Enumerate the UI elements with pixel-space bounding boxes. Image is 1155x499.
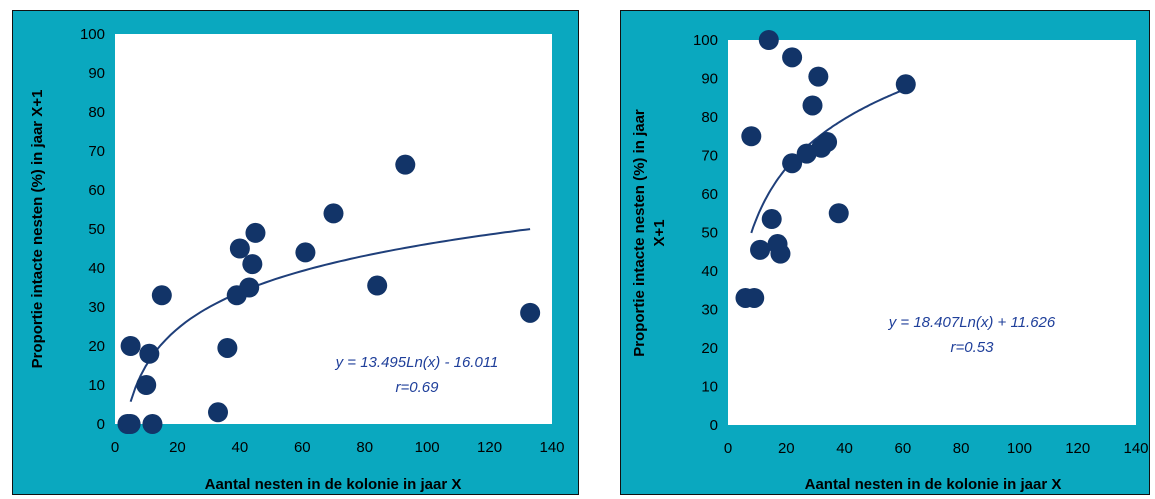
- y-tick-label: 90: [701, 71, 718, 88]
- data-point: [895, 74, 916, 95]
- trendline-left: [129, 228, 531, 403]
- data-point: [367, 275, 388, 296]
- y-tick-label: 40: [88, 260, 105, 277]
- y-tick-label: 60: [88, 182, 105, 199]
- data-point: [217, 337, 238, 358]
- y-tick-label: 30: [701, 302, 718, 319]
- y-tick-label: 50: [88, 221, 105, 238]
- x-tick-label: 100: [415, 439, 440, 456]
- r-label-left: r=0.69: [396, 379, 440, 396]
- data-point: [120, 336, 141, 356]
- y-tick-label: 80: [701, 109, 718, 126]
- data-point: [295, 242, 316, 263]
- trendline-right: [750, 87, 907, 234]
- data-point: [229, 238, 250, 259]
- data-point: [120, 414, 141, 434]
- x-tick-label: 120: [1065, 440, 1090, 457]
- y-tick-label: 20: [701, 340, 718, 357]
- y-tick-label: 80: [88, 104, 105, 121]
- data-point: [136, 375, 157, 395]
- y-axis-title-right-line2: X+1: [651, 219, 668, 246]
- y-tick-label: 100: [80, 26, 105, 43]
- x-tick-label: 40: [836, 440, 853, 457]
- data-point: [744, 287, 765, 308]
- y-tick-label: 50: [701, 225, 718, 242]
- equation-label-left: y = 13.495Ln(x) - 16.011: [335, 354, 499, 371]
- y-tick-label: 70: [701, 148, 718, 165]
- y-tick-label: 60: [701, 186, 718, 203]
- data-point: [151, 285, 172, 306]
- y-tick-label: 30: [88, 299, 105, 316]
- x-tick-label: 140: [1123, 440, 1148, 457]
- x-tick-label: 60: [294, 439, 311, 456]
- points-right: [735, 30, 916, 308]
- data-point: [242, 254, 263, 275]
- data-point: [520, 302, 541, 323]
- data-point: [142, 414, 163, 434]
- x-tick-label: 0: [724, 440, 732, 457]
- y-axis-title-right-line1: Proportie intacte nesten (%) in jaar: [631, 109, 648, 357]
- y-tick-label: 10: [88, 377, 105, 394]
- y-tick-label: 40: [701, 263, 718, 280]
- y-tick-label: 0: [710, 417, 718, 434]
- data-point: [808, 66, 829, 87]
- x-axis-title-right: Aantal nesten in de kolonie in jaar X: [805, 476, 1062, 493]
- y-tick-label: 10: [701, 379, 718, 396]
- data-point: [761, 209, 782, 230]
- r-label-right: r=0.53: [951, 339, 995, 356]
- points-left: [117, 154, 541, 434]
- data-point: [323, 203, 344, 224]
- x-tick-label: 100: [1007, 440, 1032, 457]
- x-tick-label: 120: [477, 439, 502, 456]
- y-tick-label: 90: [88, 65, 105, 82]
- equation-label-right: y = 18.407Ln(x) + 11.626: [888, 314, 1056, 331]
- y-tick-label: 70: [88, 143, 105, 160]
- x-tick-label: 60: [895, 440, 912, 457]
- data-point: [802, 95, 823, 116]
- y-ticks-right: 0 10 20 30 40 50 60 70 80 90 100: [693, 32, 718, 434]
- data-point: [139, 343, 160, 364]
- data-point: [750, 239, 771, 260]
- y-ticks-left: 0 10 20 30 40 50 60 70 80 90 100: [80, 26, 105, 433]
- x-tick-label: 0: [111, 439, 119, 456]
- plot-area-right: [728, 40, 1136, 425]
- data-point: [239, 277, 260, 298]
- x-tick-label: 80: [953, 440, 970, 457]
- data-point: [770, 243, 791, 264]
- data-point: [828, 203, 849, 224]
- y-axis-title-left: Proportie intacte nesten (%) in jaar X+1: [29, 90, 46, 369]
- x-ticks-left: 0 20 40 60 80 100 120 140: [111, 439, 565, 456]
- data-point: [758, 30, 779, 50]
- x-tick-label: 20: [778, 440, 795, 457]
- y-tick-label: 0: [97, 416, 105, 433]
- x-axis-title-left: Aantal nesten in de kolonie in jaar X: [205, 476, 462, 493]
- y-tick-label: 20: [88, 338, 105, 355]
- y-tick-label: 100: [693, 32, 718, 49]
- plot-area-left: [115, 34, 552, 424]
- data-point: [208, 402, 229, 423]
- data-point: [741, 126, 762, 147]
- data-point: [395, 154, 416, 175]
- x-tick-label: 140: [539, 439, 564, 456]
- data-point: [817, 132, 838, 153]
- x-tick-label: 40: [232, 439, 249, 456]
- x-tick-label: 80: [356, 439, 373, 456]
- data-point: [245, 222, 266, 243]
- data-point: [782, 47, 803, 68]
- x-ticks-right: 0 20 40 60 80 100 120 140: [724, 440, 1149, 457]
- x-tick-label: 20: [169, 439, 186, 456]
- data-point: [782, 153, 803, 174]
